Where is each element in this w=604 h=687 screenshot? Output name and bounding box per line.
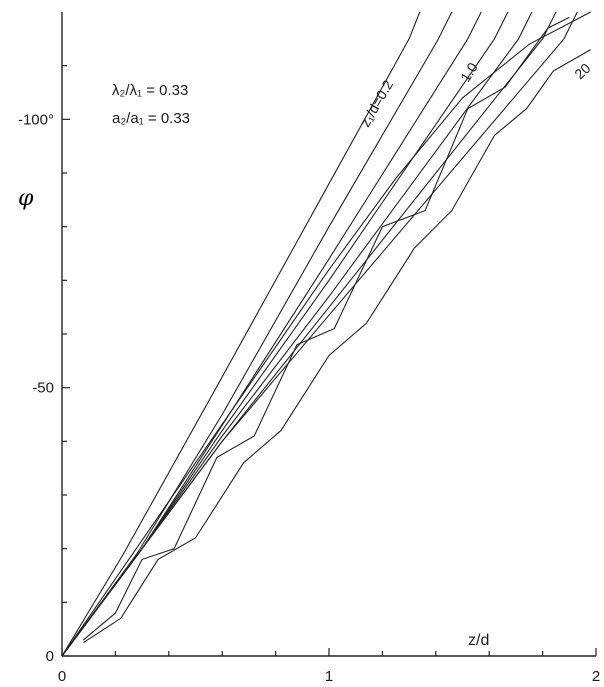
series-line-1 xyxy=(61,11,421,657)
x-tick-label: 2 xyxy=(592,668,600,685)
annotation-lambda-ratio: λ₂/λ₁ = 0.33 xyxy=(112,82,188,99)
series-line-2 xyxy=(61,11,453,657)
series-line-10 xyxy=(61,11,591,657)
y-axis-label: φ xyxy=(18,186,34,211)
series-line-8 xyxy=(83,16,570,641)
curves xyxy=(61,11,591,657)
series-line-6 xyxy=(61,11,557,657)
y-tick-label: -50 xyxy=(32,380,54,397)
series-line-3 xyxy=(61,11,482,657)
curve-label-20: 20 xyxy=(571,60,593,82)
series-line-9 xyxy=(83,49,591,644)
y-tick-label: 0 xyxy=(46,648,54,665)
x-tick-label: 0 xyxy=(58,668,66,685)
labels: z/d φ λ₂/λ₁ = 0.33 a₂/a₁ = 0.33 z₁/d=0.2… xyxy=(18,59,594,649)
annotation-a-ratio: a₂/a₁ = 0.33 xyxy=(112,110,190,127)
x-tick-label: 1 xyxy=(325,668,333,685)
series-line-7 xyxy=(61,11,578,657)
y-tick-label: -100° xyxy=(18,111,54,128)
x-axis-label: z/d xyxy=(468,632,489,649)
ticks: 0 1 2 0 -50 -100° xyxy=(18,65,600,685)
